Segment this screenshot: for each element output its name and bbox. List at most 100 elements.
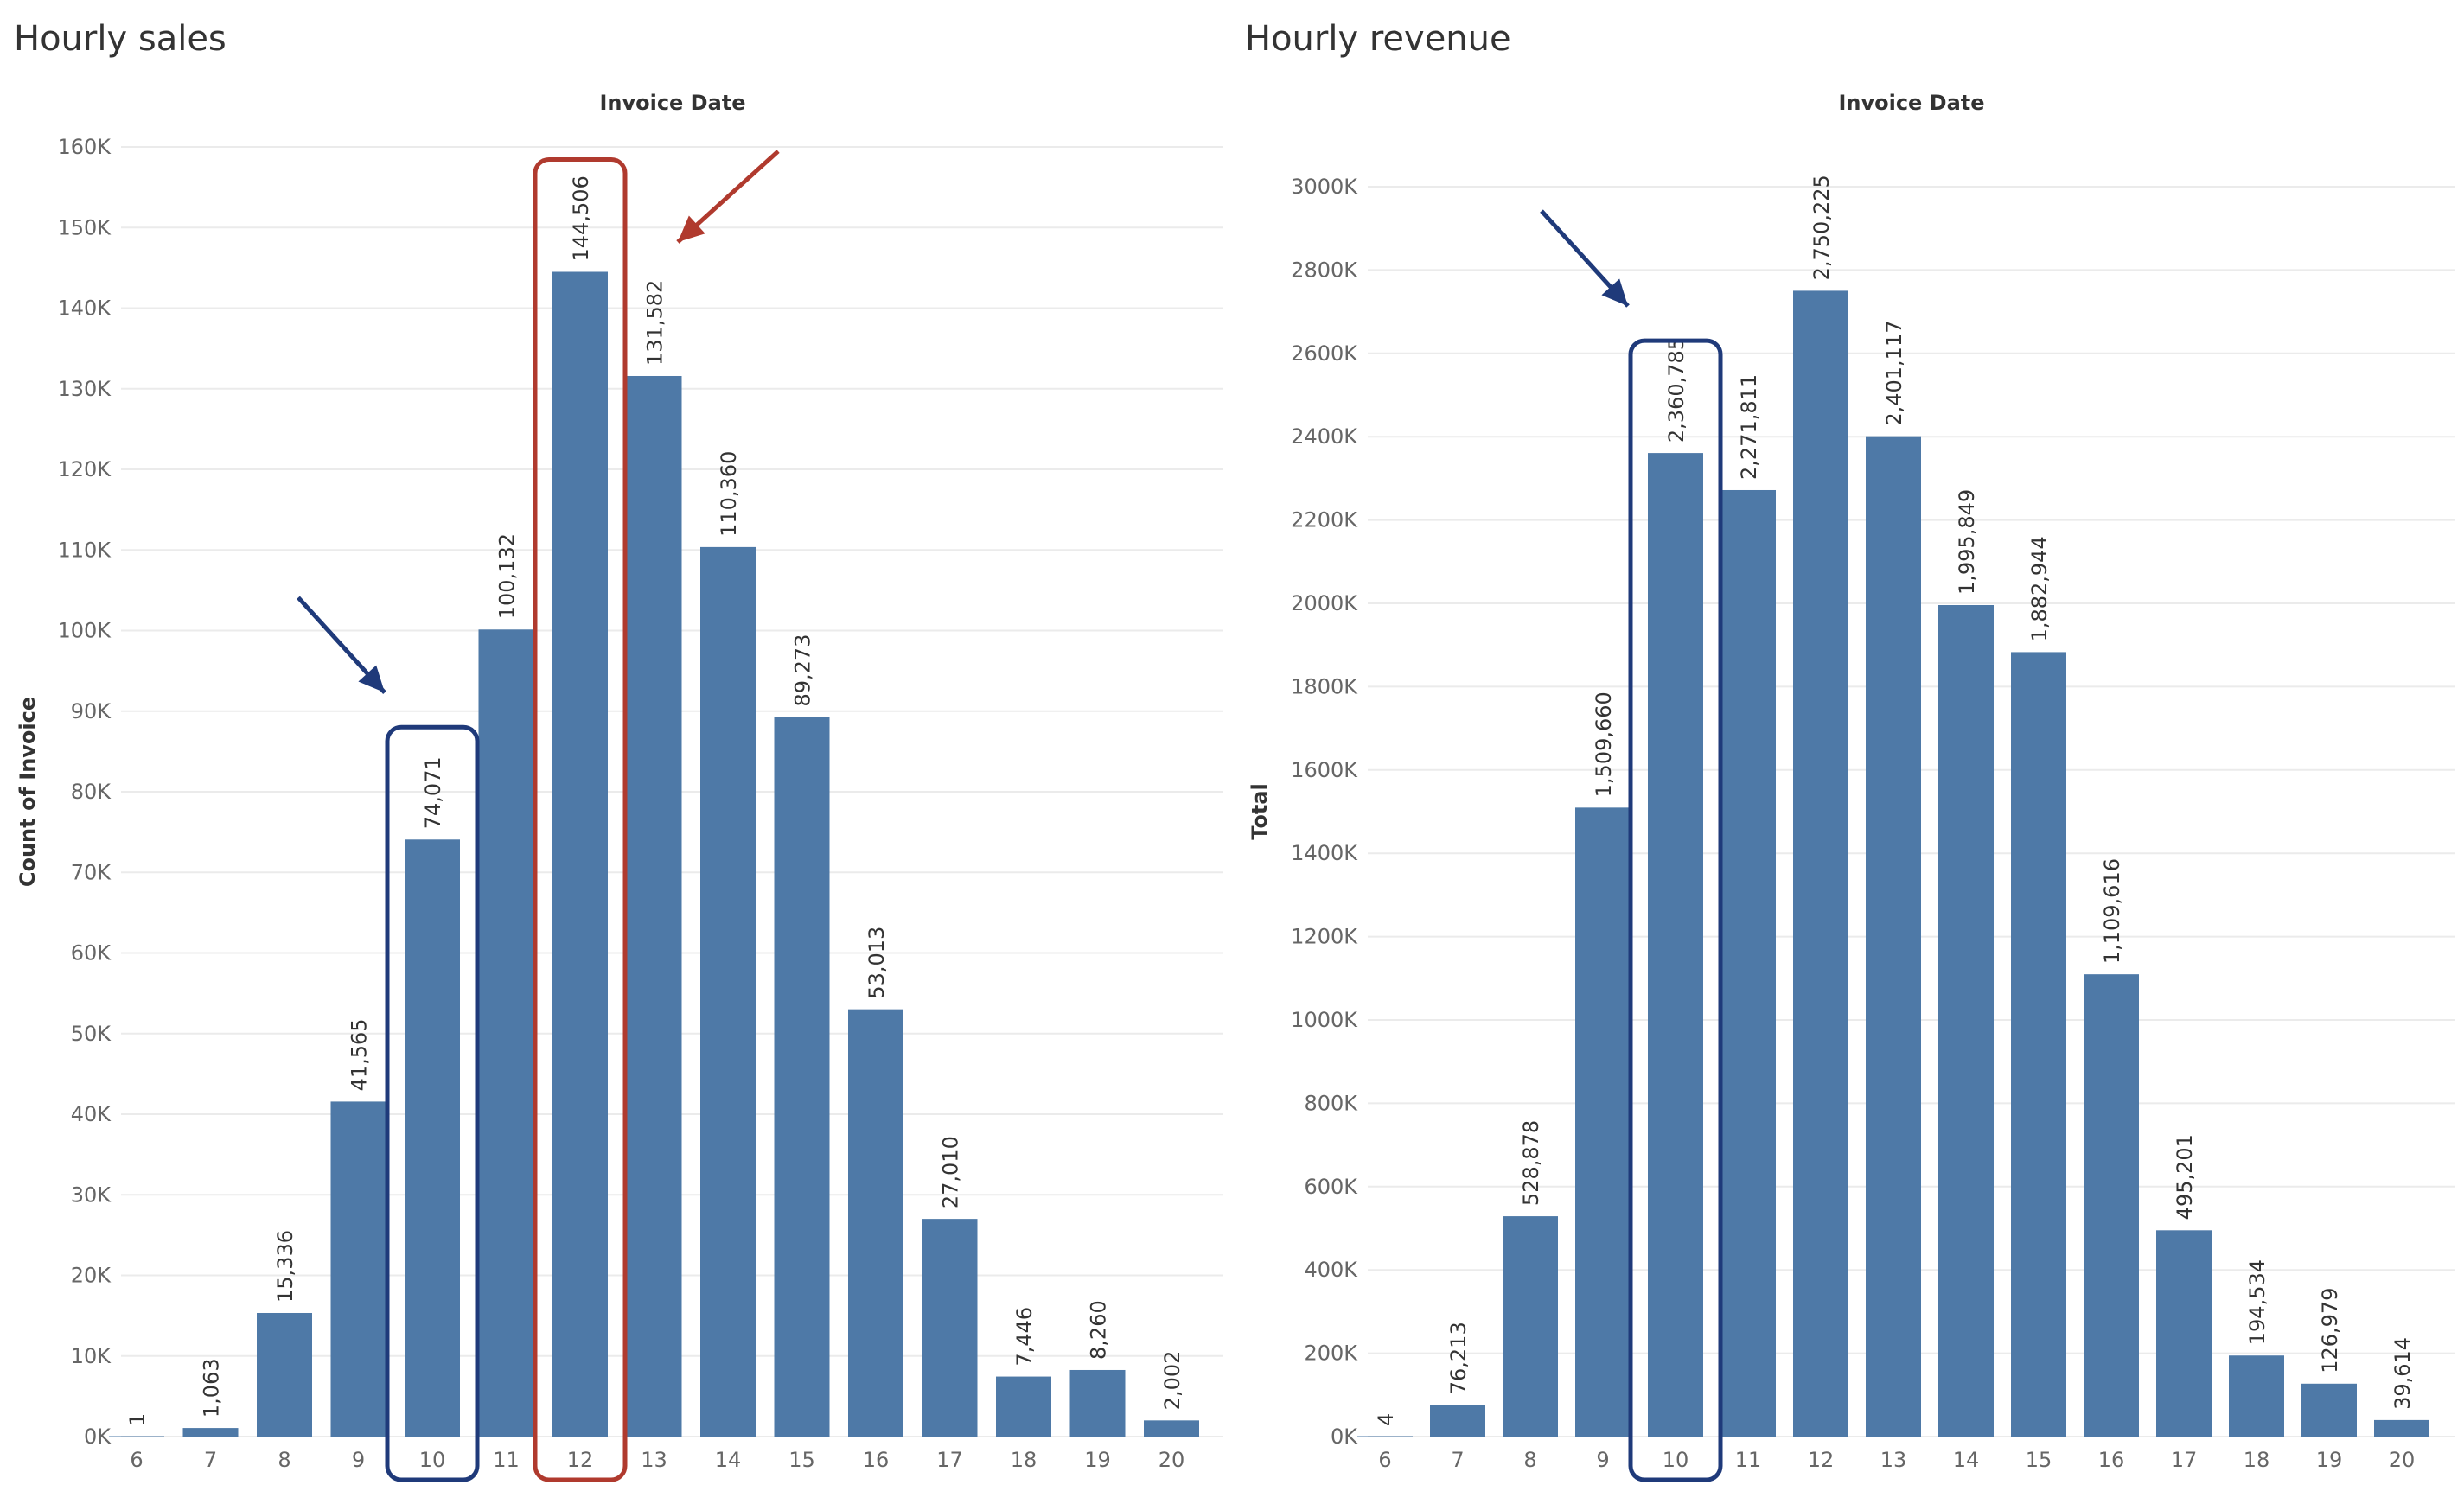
x-tick-label: 8 [1523, 1448, 1536, 1472]
data-label: 39,614 [2391, 1337, 2415, 1410]
x-tick-label: 15 [788, 1448, 815, 1472]
x-tick-label: 9 [1596, 1448, 1609, 1472]
y-tick-label: 30K [71, 1182, 112, 1207]
bar [257, 1312, 312, 1437]
highlight-box-12 [533, 156, 628, 1482]
data-label: 2,360,785 [1664, 337, 1688, 443]
y-tick-label: 800K [1304, 1091, 1358, 1115]
y-tick-label: 0K [84, 1424, 112, 1449]
y-tick-label: 60K [71, 941, 112, 966]
bar [2011, 652, 2066, 1437]
x-tick-label: 16 [2098, 1448, 2125, 1472]
bar [405, 839, 460, 1437]
data-label: 2,401,117 [1882, 321, 1906, 426]
data-label: 53,013 [865, 927, 889, 999]
x-tick-label: 19 [2316, 1448, 2343, 1472]
bar [1938, 605, 1994, 1437]
bar [552, 271, 608, 1437]
y-tick-label: 1600K [1291, 758, 1358, 782]
bar [922, 1219, 978, 1437]
x-tick-label: 8 [278, 1448, 290, 1472]
y-tick-label: 1200K [1291, 925, 1358, 949]
y-tick-label: 80K [71, 780, 112, 804]
x-axis-title: Invoice Date [1838, 91, 1984, 115]
x-tick-label: 12 [567, 1448, 594, 1472]
x-tick-label: 18 [1011, 1448, 1037, 1472]
bar [1430, 1405, 1485, 1437]
x-tick-label: 14 [1953, 1448, 1980, 1472]
x-tick-label: 7 [204, 1448, 217, 1472]
data-label: 2,002 [1160, 1351, 1184, 1411]
bar [2156, 1230, 2212, 1437]
data-label: 144,506 [569, 175, 593, 261]
data-label: 27,010 [939, 1136, 963, 1208]
data-label: 15,336 [273, 1230, 297, 1303]
y-tick-label: 600K [1304, 1175, 1358, 1199]
data-label: 131,582 [643, 280, 667, 366]
y-tick-label: 0K [1331, 1424, 1358, 1449]
bar [182, 1428, 239, 1437]
y-tick-label: 3000K [1291, 175, 1358, 199]
x-tick-label: 18 [2244, 1448, 2270, 1472]
y-tick-label: 120K [57, 457, 112, 481]
y-tick-label: 110K [57, 538, 112, 562]
x-tick-label: 17 [2171, 1448, 2198, 1472]
x-tick-label: 6 [130, 1448, 143, 1472]
x-tick-label: 7 [1451, 1448, 1464, 1472]
y-tick-label: 50K [71, 1022, 112, 1046]
bar [1069, 1369, 1126, 1437]
data-label: 1,882,944 [2027, 536, 2052, 641]
bar [330, 1101, 386, 1437]
data-label: 528,878 [1519, 1120, 1543, 1206]
x-tick-label: 6 [1378, 1448, 1391, 1472]
chart-revenue: 0K 200K 400K 600K 800K 1000K 1200K 1400K 1600K 18… [1248, 91, 2455, 1482]
data-label: 1,063 [200, 1358, 224, 1418]
y-tick-label: 2000K [1291, 591, 1358, 615]
x-tick-label: 16 [863, 1448, 890, 1472]
x-tick-label: 10 [1663, 1448, 1689, 1472]
chart-title-revenue: Hourly revenue [1245, 19, 1511, 59]
y-tick-label: 2800K [1291, 258, 1358, 282]
data-label: 4 [1374, 1413, 1398, 1426]
x-tick-label: 14 [715, 1448, 742, 1472]
y-tick-label: 2400K [1291, 424, 1358, 449]
bar [2374, 1419, 2429, 1437]
x-tick-label: 20 [1159, 1448, 1185, 1472]
data-label: 1,109,616 [2100, 858, 2124, 964]
bar [2084, 974, 2139, 1437]
x-tick-label: 9 [352, 1448, 365, 1472]
x-tick-label: 20 [2389, 1448, 2416, 1472]
y-tick-label: 200K [1304, 1342, 1358, 1366]
y-tick-label: 20K [71, 1264, 112, 1288]
y-tick-label: 140K [57, 296, 112, 321]
y-tick-label: 2200K [1291, 508, 1358, 532]
bar [1648, 453, 1703, 1437]
y-tick-label: 2600K [1291, 341, 1358, 366]
x-axis-title: Invoice Date [599, 91, 745, 115]
bar [626, 375, 682, 1437]
bar [2301, 1383, 2357, 1437]
y-axis-title: Count of Invoice [16, 697, 40, 887]
y-tick-label: 10K [71, 1344, 112, 1368]
data-label: 194,534 [2245, 1259, 2269, 1345]
chart-sales: 0K10K20K30K40K50K60K70K80K90K100K110K120… [16, 91, 1223, 1482]
x-tick-label: 13 [641, 1448, 667, 1472]
bar [2229, 1355, 2284, 1437]
y-tick-label: 150K [57, 215, 112, 239]
data-label: 7,446 [1012, 1307, 1037, 1367]
data-label: 100,132 [495, 533, 520, 619]
y-tick-label: 130K [57, 377, 112, 401]
arrow-icon-10 [358, 665, 385, 693]
y-tick-label: 160K [57, 135, 112, 159]
y-tick-label: 90K [71, 699, 112, 723]
x-tick-label: 17 [936, 1448, 963, 1472]
x-tick-label: 10 [419, 1448, 446, 1472]
x-tick-label: 19 [1084, 1448, 1111, 1472]
x-tick-label: 13 [1880, 1448, 1907, 1472]
bar [848, 1009, 903, 1437]
bar [700, 546, 756, 1437]
x-tick-label: 11 [493, 1448, 520, 1472]
bar [1503, 1216, 1558, 1437]
data-label: 1,509,660 [1592, 692, 1616, 797]
highlight-box-10 [385, 724, 480, 1482]
